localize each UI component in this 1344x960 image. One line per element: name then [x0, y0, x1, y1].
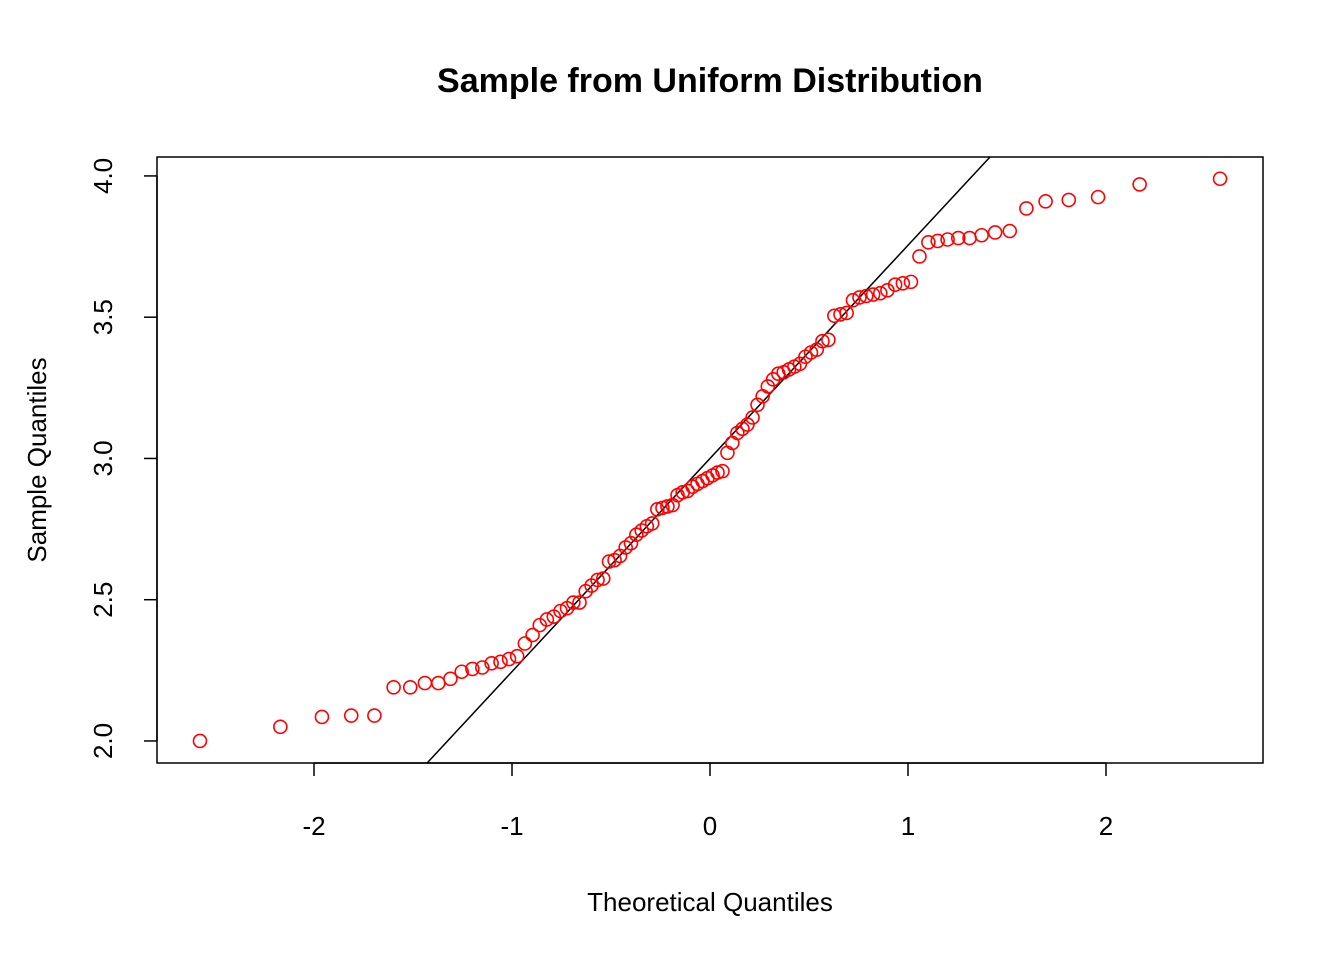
point [1019, 201, 1034, 216]
x-tick-label: -1 [500, 811, 523, 841]
y-tick-label: 2.5 [88, 582, 118, 618]
y-tick-label: 3.0 [88, 440, 118, 476]
point [623, 535, 639, 551]
point [367, 708, 382, 723]
point [566, 595, 581, 610]
point [872, 285, 888, 301]
point [745, 410, 760, 425]
point [839, 305, 854, 321]
y-tick-label: 4.0 [88, 158, 118, 194]
point [930, 233, 945, 249]
point [987, 225, 1003, 240]
point [644, 516, 660, 531]
x-tick-label: 1 [901, 811, 915, 841]
point [750, 397, 765, 413]
point [887, 277, 903, 292]
point [465, 661, 480, 677]
point [1061, 192, 1077, 208]
point [553, 603, 568, 619]
point [895, 275, 911, 291]
point [501, 651, 517, 667]
point [443, 671, 458, 687]
y-axis-label: Sample Quantiles [22, 357, 52, 562]
point [1090, 189, 1106, 205]
point [730, 425, 745, 441]
point [595, 571, 611, 586]
point [1212, 171, 1228, 187]
point [865, 287, 881, 302]
point [454, 664, 470, 680]
point [509, 648, 525, 664]
x-tick-label: 2 [1099, 811, 1113, 841]
point [1132, 177, 1147, 192]
reference-line [426, 157, 992, 763]
point [680, 483, 695, 499]
point [343, 708, 359, 723]
point [634, 523, 649, 538]
point [715, 463, 730, 479]
point [815, 333, 830, 349]
point [539, 612, 555, 627]
point [572, 595, 587, 610]
point [314, 709, 330, 725]
x-axis-label: Theoretical Quantiles [587, 887, 833, 917]
point [517, 636, 533, 651]
point [402, 679, 418, 695]
point [950, 230, 966, 246]
point [821, 332, 836, 348]
point [940, 232, 955, 247]
point [484, 655, 499, 671]
point [912, 249, 927, 264]
x-tick-label: -2 [302, 811, 325, 841]
chart-title: Sample from Uniform Distribution [437, 62, 983, 100]
point [845, 292, 861, 308]
y-tick-label: 3.5 [88, 299, 118, 335]
x-tick-label: 0 [703, 811, 717, 841]
point [1038, 194, 1053, 209]
point [273, 719, 288, 735]
point [192, 733, 208, 749]
point [833, 307, 848, 322]
point [525, 627, 540, 643]
point [852, 290, 867, 305]
point [903, 274, 919, 290]
point [974, 227, 989, 243]
point [921, 235, 936, 250]
point [858, 288, 874, 304]
point [1002, 223, 1018, 239]
point [386, 679, 401, 695]
point [735, 421, 750, 437]
y-tick-label: 2.0 [88, 723, 118, 759]
point [590, 572, 605, 588]
point [475, 660, 490, 675]
point [493, 654, 508, 670]
